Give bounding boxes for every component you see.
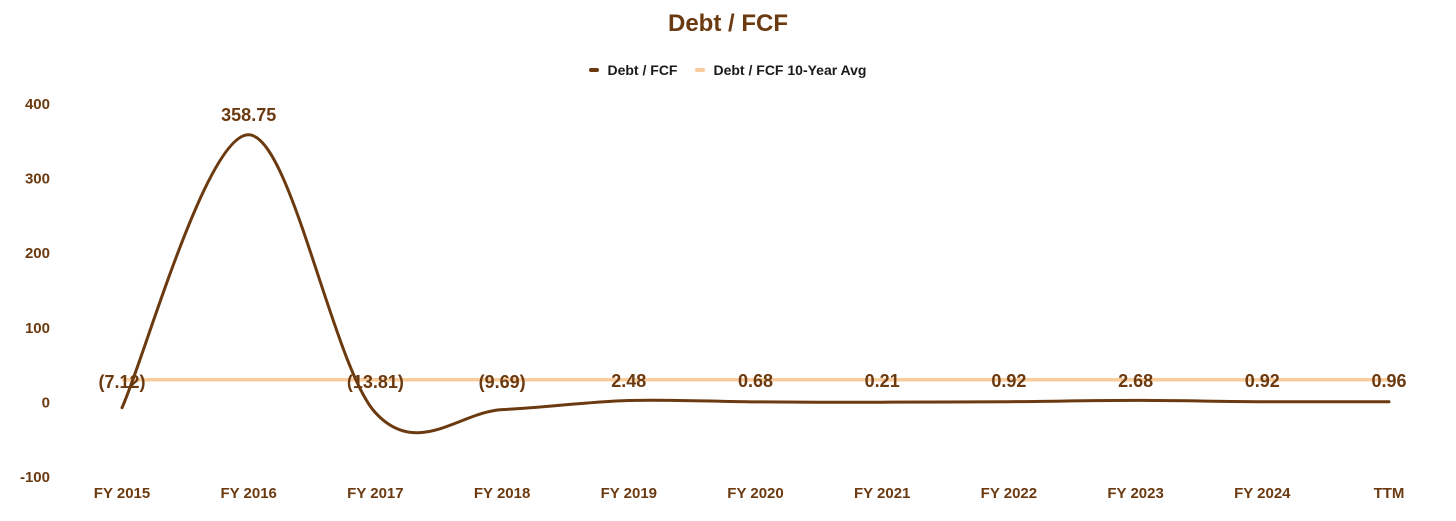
data-label: 2.68 bbox=[1118, 371, 1153, 391]
x-tick-label: FY 2021 bbox=[854, 485, 910, 502]
data-label: 0.68 bbox=[738, 371, 773, 391]
y-tick-label: 300 bbox=[25, 171, 50, 188]
legend: Debt / FCF Debt / FCF 10-Year Avg bbox=[0, 62, 1456, 78]
x-tick-label: FY 2024 bbox=[1234, 485, 1291, 502]
y-tick-label: 0 bbox=[42, 394, 50, 411]
x-tick-label: FY 2017 bbox=[347, 485, 403, 502]
data-label: 0.96 bbox=[1371, 371, 1406, 391]
data-label: 2.48 bbox=[611, 371, 646, 391]
x-tick-label: FY 2022 bbox=[981, 485, 1037, 502]
data-labels: (7.12) 358.75 (13.81) (9.69) 2.48 0.68 0.21 0.9… bbox=[98, 105, 1406, 392]
data-label: 0.21 bbox=[865, 371, 900, 391]
y-axis: 400 300 200 100 0 -100 bbox=[20, 96, 50, 486]
data-label: 0.92 bbox=[991, 371, 1026, 391]
chart-title: Debt / FCF bbox=[668, 10, 788, 37]
data-label: (9.69) bbox=[479, 372, 526, 392]
legend-label-debt-fcf: Debt / FCF bbox=[607, 62, 678, 78]
data-label: 0.92 bbox=[1245, 371, 1280, 391]
y-tick-label: -100 bbox=[20, 469, 50, 486]
legend-item-debt-fcf-avg[interactable]: Debt / FCF 10-Year Avg bbox=[695, 62, 867, 78]
x-tick-label: FY 2023 bbox=[1107, 485, 1163, 502]
data-label: (13.81) bbox=[347, 372, 404, 392]
x-axis: FY 2015 FY 2016 FY 2017 FY 2018 FY 2019 FY 20… bbox=[94, 485, 1405, 502]
legend-item-debt-fcf[interactable]: Debt / FCF bbox=[589, 62, 677, 78]
x-tick-label: FY 2016 bbox=[220, 485, 276, 502]
series-layer bbox=[120, 133, 1391, 435]
data-label: (7.12) bbox=[98, 372, 145, 392]
x-tick-label: FY 2020 bbox=[727, 485, 783, 502]
y-tick-label: 400 bbox=[25, 96, 50, 113]
data-label: 358.75 bbox=[221, 105, 276, 125]
legend-swatch-debt-fcf-avg bbox=[695, 68, 706, 72]
x-tick-label: TTM bbox=[1374, 485, 1405, 502]
x-tick-label: FY 2018 bbox=[474, 485, 530, 502]
y-tick-label: 200 bbox=[25, 245, 50, 262]
legend-label-debt-fcf-avg: Debt / FCF 10-Year Avg bbox=[713, 62, 867, 78]
x-tick-label: FY 2019 bbox=[601, 485, 657, 502]
series-line-debt-fcf bbox=[120, 133, 1391, 435]
y-tick-label: 100 bbox=[25, 320, 50, 337]
legend-swatch-debt-fcf bbox=[589, 68, 600, 72]
x-tick-label: FY 2015 bbox=[94, 485, 150, 502]
